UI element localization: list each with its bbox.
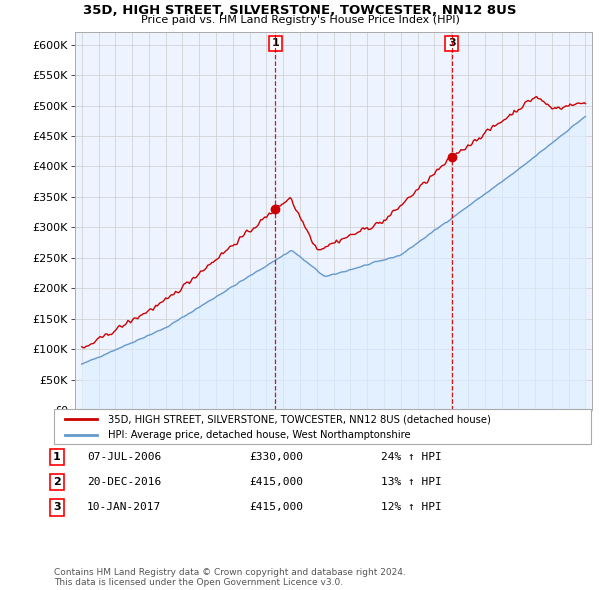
Text: £415,000: £415,000 [249, 503, 303, 512]
Text: 10-JAN-2017: 10-JAN-2017 [87, 503, 161, 512]
Text: 1: 1 [53, 452, 61, 461]
Text: 20-DEC-2016: 20-DEC-2016 [87, 477, 161, 487]
Text: HPI: Average price, detached house, West Northamptonshire: HPI: Average price, detached house, West… [108, 430, 410, 440]
Text: 1: 1 [271, 38, 279, 48]
Text: 13% ↑ HPI: 13% ↑ HPI [381, 477, 442, 487]
Text: £415,000: £415,000 [249, 477, 303, 487]
Text: 3: 3 [448, 38, 455, 48]
Text: £330,000: £330,000 [249, 452, 303, 461]
FancyBboxPatch shape [54, 409, 591, 444]
Text: 3: 3 [53, 503, 61, 512]
Text: 35D, HIGH STREET, SILVERSTONE, TOWCESTER, NN12 8US (detached house): 35D, HIGH STREET, SILVERSTONE, TOWCESTER… [108, 414, 491, 424]
Text: Price paid vs. HM Land Registry's House Price Index (HPI): Price paid vs. HM Land Registry's House … [140, 15, 460, 25]
Text: 35D, HIGH STREET, SILVERSTONE, TOWCESTER, NN12 8US: 35D, HIGH STREET, SILVERSTONE, TOWCESTER… [83, 4, 517, 17]
Text: 07-JUL-2006: 07-JUL-2006 [87, 452, 161, 461]
Text: 2: 2 [53, 477, 61, 487]
Text: 24% ↑ HPI: 24% ↑ HPI [381, 452, 442, 461]
Text: 12% ↑ HPI: 12% ↑ HPI [381, 503, 442, 512]
Text: Contains HM Land Registry data © Crown copyright and database right 2024.
This d: Contains HM Land Registry data © Crown c… [54, 568, 406, 587]
